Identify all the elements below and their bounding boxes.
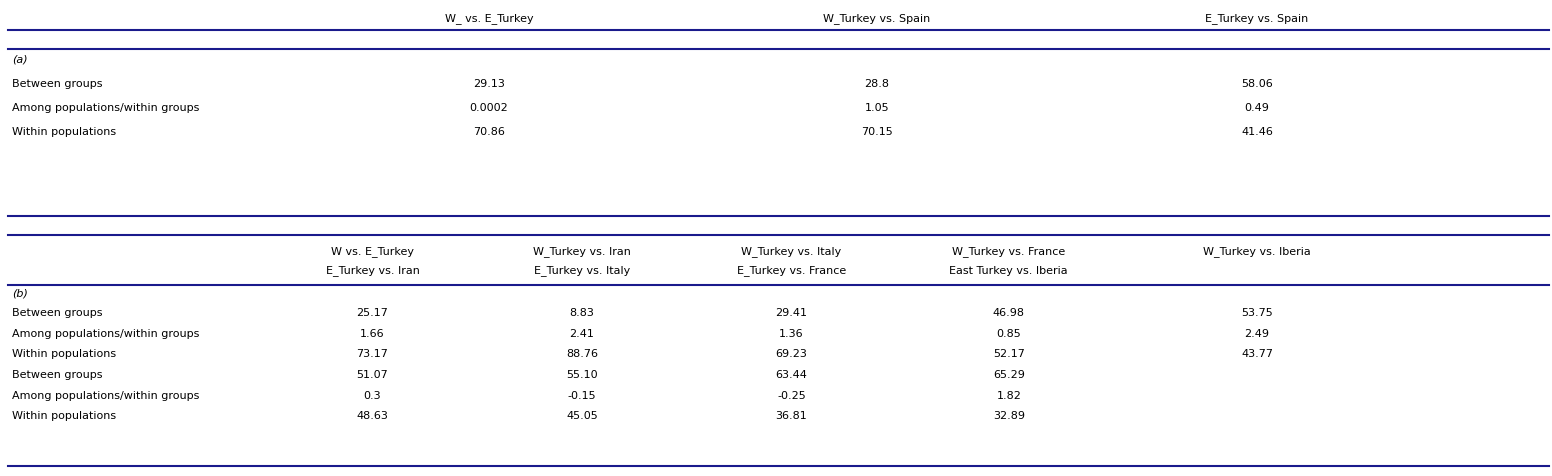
Text: 0.0002: 0.0002 <box>470 103 508 113</box>
Text: 70.15: 70.15 <box>861 127 892 137</box>
Text: 0.85: 0.85 <box>996 328 1021 338</box>
Text: 25.17: 25.17 <box>357 308 388 317</box>
Text: W_Turkey vs. Spain: W_Turkey vs. Spain <box>823 13 931 23</box>
Text: E_Turkey vs. France: E_Turkey vs. France <box>737 265 846 276</box>
Text: 88.76: 88.76 <box>566 349 598 358</box>
Text: East Turkey vs. Iberia: East Turkey vs. Iberia <box>950 266 1068 275</box>
Text: 46.98: 46.98 <box>993 308 1024 317</box>
Text: Between groups: Between groups <box>12 369 102 379</box>
Text: 58.06: 58.06 <box>1242 79 1273 89</box>
Text: 0.49: 0.49 <box>1245 103 1270 113</box>
Text: 70.86: 70.86 <box>473 127 504 137</box>
Text: 2.41: 2.41 <box>570 328 594 338</box>
Text: 8.83: 8.83 <box>570 308 594 317</box>
Text: 48.63: 48.63 <box>357 411 388 420</box>
Text: 0.3: 0.3 <box>363 390 382 400</box>
Text: E_Turkey vs. Italy: E_Turkey vs. Italy <box>534 265 630 276</box>
Text: 69.23: 69.23 <box>776 349 807 358</box>
Text: 43.77: 43.77 <box>1242 349 1273 358</box>
Text: W_Turkey vs. Iberia: W_Turkey vs. Iberia <box>1203 246 1311 257</box>
Text: 1.05: 1.05 <box>864 103 889 113</box>
Text: 28.8: 28.8 <box>864 79 889 89</box>
Text: 63.44: 63.44 <box>776 369 807 379</box>
Text: 53.75: 53.75 <box>1242 308 1273 317</box>
Text: 29.41: 29.41 <box>776 308 807 317</box>
Text: 65.29: 65.29 <box>993 369 1024 379</box>
Text: 73.17: 73.17 <box>357 349 388 358</box>
Text: W_Turkey vs. Italy: W_Turkey vs. Italy <box>742 246 841 257</box>
Text: 52.17: 52.17 <box>993 349 1024 358</box>
Text: 51.07: 51.07 <box>357 369 388 379</box>
Text: Within populations: Within populations <box>12 411 116 420</box>
Text: Among populations/within groups: Among populations/within groups <box>12 103 200 113</box>
Text: 41.46: 41.46 <box>1242 127 1273 137</box>
Text: 36.81: 36.81 <box>776 411 807 420</box>
Text: Between groups: Between groups <box>12 308 102 317</box>
Text: Within populations: Within populations <box>12 127 116 137</box>
Text: (a): (a) <box>12 55 28 64</box>
Text: W_ vs. E_Turkey: W_ vs. E_Turkey <box>444 13 534 23</box>
Text: Among populations/within groups: Among populations/within groups <box>12 390 200 400</box>
Text: (b): (b) <box>12 288 28 298</box>
Text: W_Turkey vs. Iran: W_Turkey vs. Iran <box>532 246 632 257</box>
Text: -0.25: -0.25 <box>778 390 805 400</box>
Text: Among populations/within groups: Among populations/within groups <box>12 328 200 338</box>
Text: 1.36: 1.36 <box>779 328 804 338</box>
Text: E_Turkey vs. Spain: E_Turkey vs. Spain <box>1206 13 1308 23</box>
Text: 2.49: 2.49 <box>1245 328 1270 338</box>
Text: -0.15: -0.15 <box>568 390 596 400</box>
Text: 45.05: 45.05 <box>566 411 598 420</box>
Text: Within populations: Within populations <box>12 349 116 358</box>
Text: W_Turkey vs. France: W_Turkey vs. France <box>953 246 1065 257</box>
Text: E_Turkey vs. Iran: E_Turkey vs. Iran <box>326 265 419 276</box>
Text: Between groups: Between groups <box>12 79 102 89</box>
Text: 1.66: 1.66 <box>360 328 385 338</box>
Text: W vs. E_Turkey: W vs. E_Turkey <box>331 246 414 257</box>
Text: 32.89: 32.89 <box>993 411 1024 420</box>
Text: 1.82: 1.82 <box>996 390 1021 400</box>
Text: 29.13: 29.13 <box>473 79 504 89</box>
Text: 55.10: 55.10 <box>566 369 598 379</box>
